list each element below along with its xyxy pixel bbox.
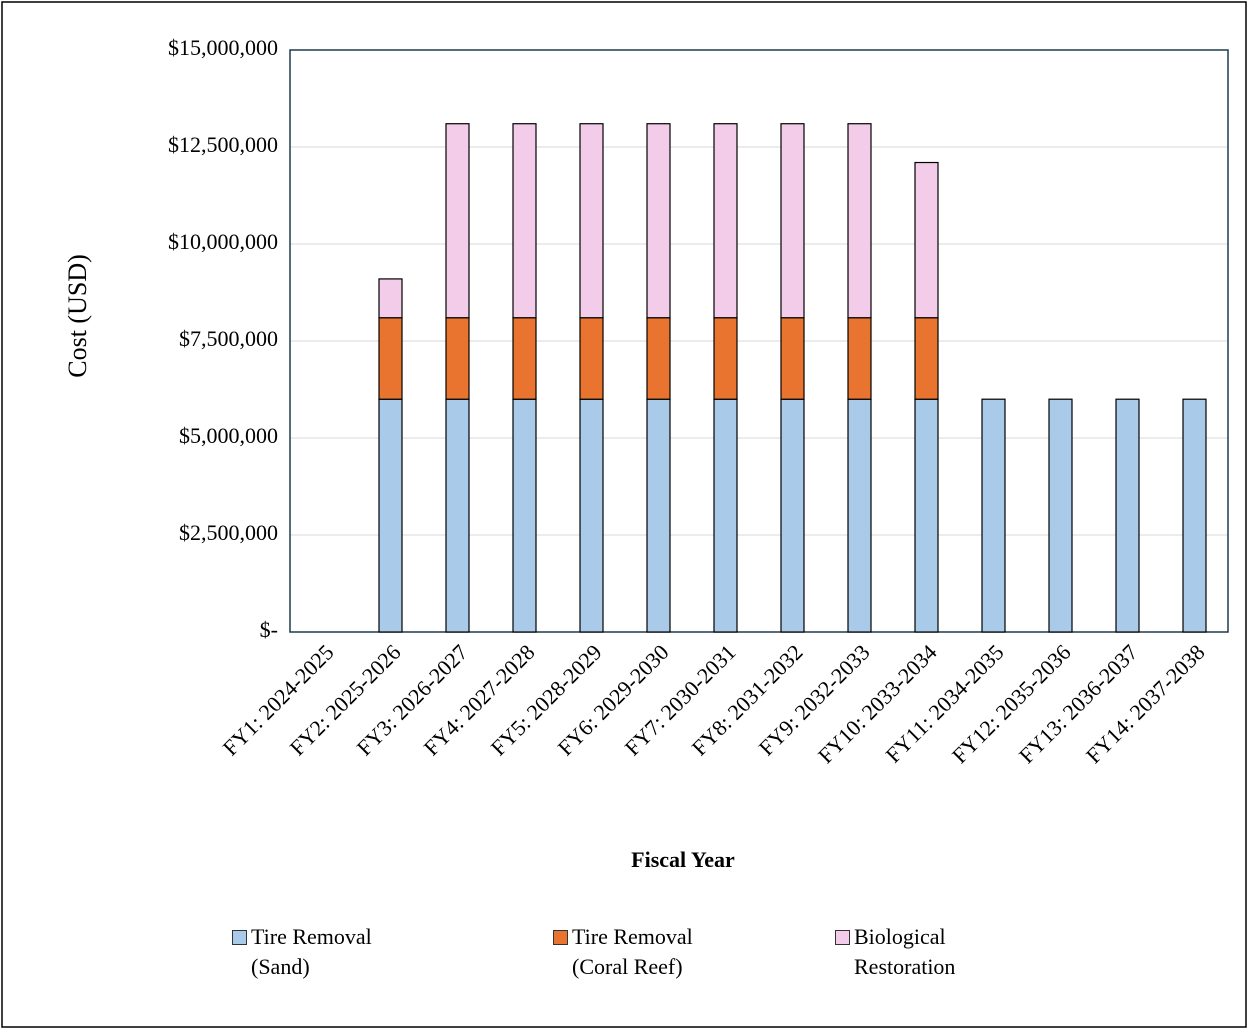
bar-segment (780, 317, 805, 400)
plot-frame (289, 49, 1229, 633)
bar-segment (847, 317, 872, 400)
y-tick-label: $15,000,000 (168, 35, 278, 60)
bar-segment (914, 398, 939, 633)
legend-label: Tire Removal (Sand) (251, 924, 372, 979)
y-tick-label: $- (260, 617, 278, 642)
bar-segment (512, 398, 537, 633)
legend-swatch (835, 930, 850, 945)
bar-segment (646, 123, 671, 319)
bar-segment (512, 317, 537, 400)
y-tick-label: $12,500,000 (168, 132, 278, 157)
legend-label: Tire Removal (Coral Reef) (572, 924, 693, 979)
bar-segment (847, 123, 872, 319)
bar-segment (378, 278, 403, 319)
legend-item: Tire Removal (Coral Reef) (553, 922, 752, 982)
legend-swatch (232, 930, 247, 945)
y-tick-label: $2,500,000 (179, 520, 278, 545)
bar-segment (914, 317, 939, 400)
legend-item: Biological Restoration (835, 922, 1034, 982)
y-tick-label: $10,000,000 (168, 229, 278, 254)
bar-segment (579, 317, 604, 400)
legend-item: Tire Removal (Sand) (232, 922, 431, 982)
bar-segment (378, 317, 403, 400)
bar-segment (512, 123, 537, 319)
bar-segment (780, 398, 805, 633)
bar-segment (981, 398, 1006, 633)
bar-segment (445, 317, 470, 400)
bar-segment (1182, 398, 1207, 633)
bar-segment (646, 317, 671, 400)
bar-segment (579, 123, 604, 319)
y-axis-title: Cost (USD) (63, 254, 92, 378)
legend-swatch (553, 930, 568, 945)
bar-segment (713, 317, 738, 400)
bar-segment (445, 123, 470, 319)
y-tick-label: $7,500,000 (179, 326, 278, 351)
bar-segment (713, 123, 738, 319)
bar-segment (646, 398, 671, 633)
bar-segment (780, 123, 805, 319)
bar-segment (1115, 398, 1140, 633)
legend-label: Biological Restoration (854, 924, 956, 979)
bar-segment (713, 398, 738, 633)
x-axis-title: Fiscal Year (631, 847, 735, 872)
y-tick-label: $5,000,000 (179, 423, 278, 448)
bar-segment (378, 398, 403, 633)
bar-segment (1048, 398, 1073, 633)
bar-segment (847, 398, 872, 633)
bar-segment (445, 398, 470, 633)
bar-segment (579, 398, 604, 633)
bar-segment (914, 161, 939, 319)
